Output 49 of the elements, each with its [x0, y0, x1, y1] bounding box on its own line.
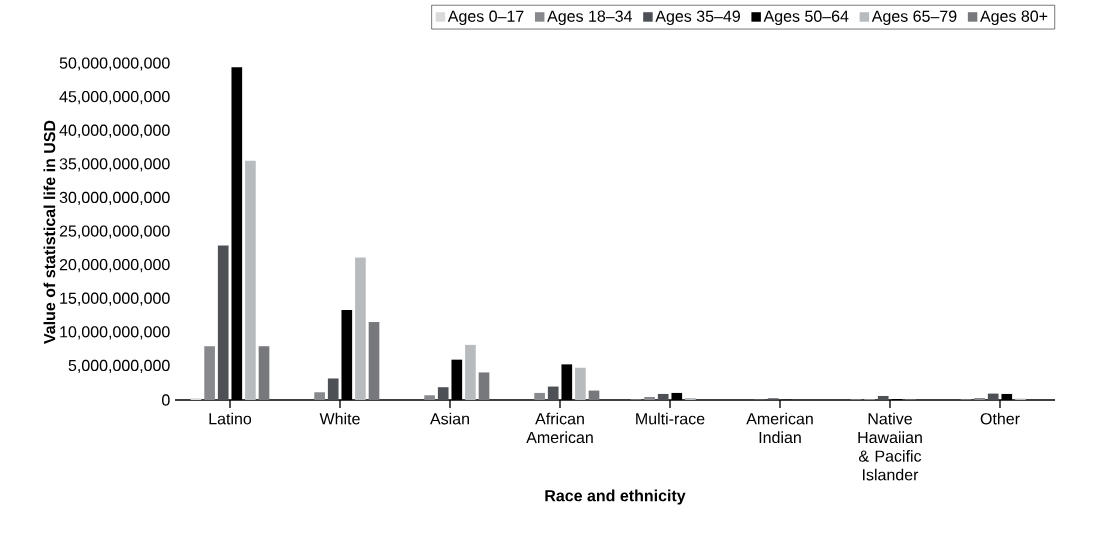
bar	[217, 245, 229, 400]
bar	[245, 160, 256, 400]
bar	[588, 390, 600, 400]
bar	[877, 395, 889, 400]
x-tick-label: Native Hawaiian & Pacific Islander	[858, 412, 922, 481]
bar	[534, 392, 545, 400]
y-tick-label: 15,000,000,000	[60, 292, 170, 306]
bar	[575, 367, 586, 400]
bar	[204, 346, 215, 400]
x-tick-label: Other	[980, 412, 1020, 425]
bar	[657, 393, 669, 400]
y-tick-label: 20,000,000,000	[59, 258, 170, 273]
y-tick-label: 10,000,000,000	[60, 326, 170, 340]
y-axis-title: Value of statistical life in USD	[43, 120, 56, 344]
y-tick-label: 35,000,000,000	[59, 158, 170, 172]
legend-label: Ages 65–79	[871, 10, 957, 26]
bar	[355, 257, 366, 400]
bar	[685, 397, 696, 400]
legend-label: Ages 80+	[980, 10, 1048, 26]
x-tick-label: Asian	[430, 412, 469, 425]
bar	[644, 396, 655, 400]
bar	[327, 378, 339, 400]
y-tick-label: 5,000,000,000	[68, 359, 170, 373]
x-tick-label: African American	[526, 412, 593, 444]
bar	[465, 344, 476, 400]
legend-label: Ages 35–49	[655, 10, 740, 26]
y-tick-label: 30,000,000,000	[59, 191, 170, 205]
bar	[987, 393, 999, 400]
bar	[437, 387, 449, 400]
bar	[314, 392, 325, 400]
bar	[424, 395, 435, 400]
x-axis-title: Race and ethnicity	[545, 489, 686, 505]
x-tick-label: Latino	[209, 412, 252, 425]
y-tick-label: 25,000,000,000	[59, 225, 170, 239]
legend-label: Ages 50–64	[763, 10, 849, 26]
y-tick-label: 45,000,000,000	[59, 90, 170, 105]
y-tick-label: 0	[162, 394, 170, 406]
y-tick-label: 50,000,000,000	[59, 57, 170, 71]
y-tick-label: 40,000,000,000	[59, 124, 170, 138]
legend-label: Ages 0–17	[447, 10, 524, 26]
legend-label: Ages 18–34	[547, 10, 633, 26]
x-tick-label: Multi-race	[636, 412, 705, 425]
bar	[974, 397, 985, 400]
bar	[547, 386, 559, 400]
x-tick-label: White	[319, 412, 360, 425]
bar	[368, 322, 380, 400]
bar	[258, 346, 270, 400]
bar	[478, 372, 490, 400]
x-tick-label: American Indian	[746, 412, 813, 444]
